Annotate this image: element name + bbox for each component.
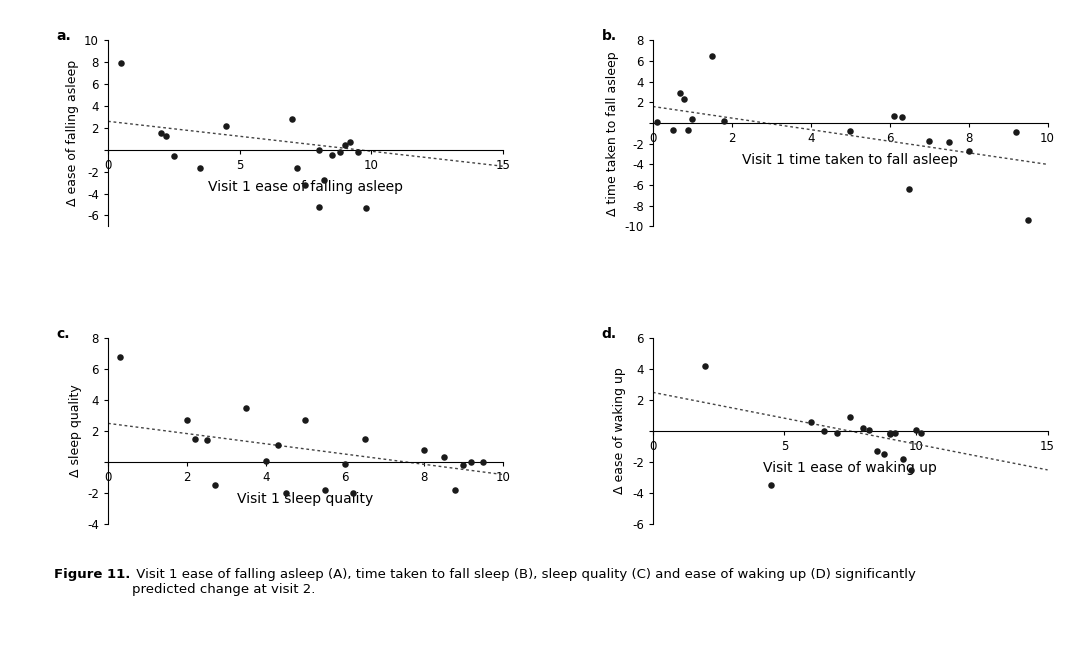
Point — [341, 136, 359, 147]
Y-axis label: Δ ease of falling asleep: Δ ease of falling asleep — [66, 60, 79, 206]
Point — [316, 485, 334, 495]
Point — [186, 433, 203, 444]
Point — [885, 110, 902, 121]
Point — [310, 144, 327, 155]
Text: Visit 1 ease of falling asleep (A), time taken to fall sleep (B), sleep quality : Visit 1 ease of falling asleep (A), time… — [132, 568, 916, 596]
Y-axis label: Δ time taken to fall asleep: Δ time taken to fall asleep — [606, 51, 619, 216]
Point — [1020, 215, 1037, 226]
Y-axis label: Δ sleep quality: Δ sleep quality — [68, 385, 82, 478]
Point — [356, 433, 374, 444]
Point — [684, 114, 701, 124]
Point — [894, 454, 912, 464]
Point — [920, 135, 937, 146]
Point — [288, 163, 306, 174]
Point — [648, 117, 665, 128]
Point — [152, 128, 170, 138]
Point — [703, 50, 720, 61]
Point — [902, 464, 919, 475]
Point — [297, 179, 314, 190]
Point — [178, 415, 195, 425]
Point — [297, 415, 314, 425]
Text: d.: d. — [602, 327, 617, 341]
Point — [815, 426, 833, 437]
Point — [310, 202, 327, 212]
Point — [112, 58, 130, 69]
Point — [462, 457, 480, 468]
Point — [415, 444, 432, 455]
Point — [1008, 127, 1025, 138]
Point — [913, 427, 930, 438]
Point — [276, 488, 294, 499]
Point — [158, 130, 175, 141]
Point — [679, 125, 697, 136]
Point — [697, 361, 714, 372]
Point — [901, 184, 918, 195]
Text: b.: b. — [602, 29, 617, 43]
Point — [907, 424, 924, 435]
X-axis label: Visit 1 time taken to fall asleep: Visit 1 time taken to fall asleep — [742, 153, 958, 167]
Point — [336, 458, 353, 469]
Point — [841, 412, 859, 423]
Point — [165, 151, 183, 162]
Point — [676, 94, 693, 105]
Point — [455, 460, 472, 470]
Text: c.: c. — [56, 327, 70, 341]
Point — [854, 423, 872, 433]
Point — [876, 449, 893, 460]
X-axis label: Visit 1 sleep quality: Visit 1 sleep quality — [238, 493, 374, 507]
Point — [664, 125, 681, 136]
X-axis label: Visit 1 ease of waking up: Visit 1 ease of waking up — [764, 462, 937, 476]
Point — [841, 126, 859, 136]
Text: Figure 11.: Figure 11. — [54, 568, 131, 581]
Point — [191, 163, 208, 174]
Point — [238, 403, 255, 413]
Point — [198, 435, 215, 446]
Point — [802, 417, 820, 427]
Point — [345, 488, 362, 499]
Point — [941, 136, 958, 147]
Point — [315, 175, 333, 186]
Point — [218, 120, 235, 131]
Point — [350, 146, 367, 157]
Point — [828, 427, 846, 438]
Point — [715, 116, 732, 126]
Point — [284, 114, 301, 124]
Point — [881, 427, 899, 438]
Point — [960, 146, 977, 157]
Point — [357, 202, 375, 213]
X-axis label: Visit 1 ease of falling asleep: Visit 1 ease of falling asleep — [207, 180, 403, 194]
Point — [868, 446, 886, 457]
Point — [323, 150, 340, 161]
Point — [269, 439, 286, 450]
Point — [893, 112, 910, 122]
Point — [887, 427, 904, 438]
Point — [111, 351, 129, 362]
Point — [330, 146, 348, 157]
Text: a.: a. — [56, 29, 71, 43]
Point — [447, 485, 464, 495]
Point — [336, 140, 353, 151]
Point — [762, 480, 780, 491]
Point — [435, 452, 453, 463]
Point — [257, 455, 274, 466]
Point — [881, 429, 899, 439]
Point — [672, 87, 689, 98]
Point — [206, 480, 224, 491]
Point — [474, 457, 491, 468]
Point — [860, 424, 877, 435]
Y-axis label: Δ ease of waking up: Δ ease of waking up — [613, 368, 626, 495]
